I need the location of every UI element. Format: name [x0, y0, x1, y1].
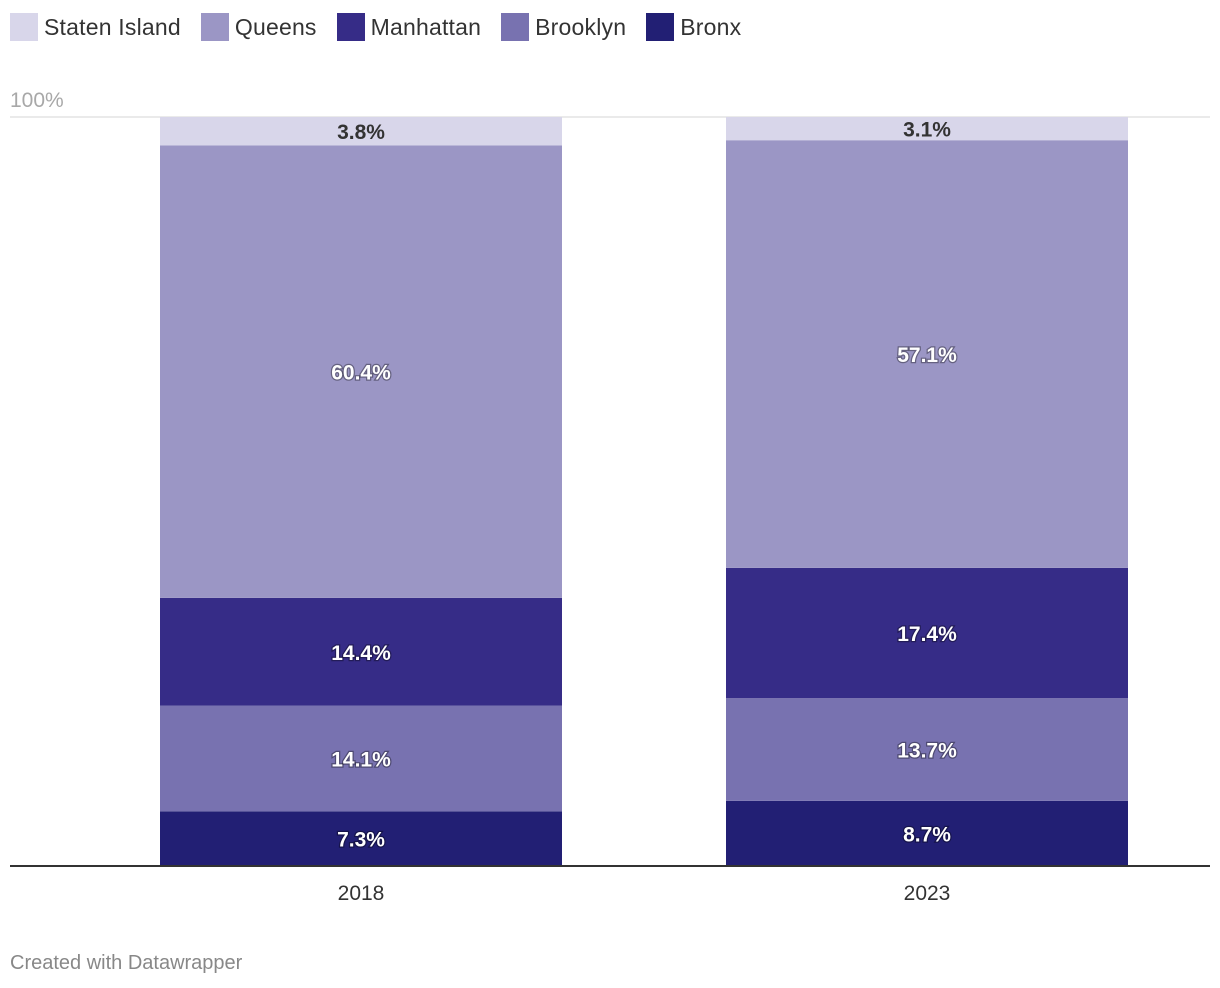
legend-swatch: [336, 13, 365, 41]
legend-item-staten-island: Staten Island: [10, 13, 181, 41]
legend-item-manhattan: Manhattan: [336, 13, 482, 41]
data-label-brooklyn-2023: 13.7%: [897, 740, 957, 763]
bar-segment-staten-island-2023: [726, 117, 1128, 141]
data-label-bronx-2023: 8.7%: [903, 823, 951, 846]
gridline-label: 100%: [10, 89, 64, 112]
bar-segment-queens-2018: [160, 145, 562, 598]
data-label-bronx-2018: 7.3%: [337, 829, 385, 852]
legend-label: Manhattan: [370, 13, 482, 40]
data-label-manhattan-2018: 14.4%: [331, 642, 391, 665]
data-label-staten-island-2023: 3.1%: [903, 119, 951, 142]
legend-swatch: [200, 13, 229, 41]
data-label-manhattan-2023: 17.4%: [897, 623, 957, 646]
legend-swatch: [646, 13, 675, 41]
x-tick-label-2023: 2023: [904, 882, 951, 905]
bar-segment-manhattan-2018: [160, 597, 562, 706]
legend-label: Staten Island: [44, 13, 181, 40]
legend-label: Queens: [234, 13, 317, 40]
bar-segment-bronx-2023: [726, 800, 1128, 866]
footer-credit: Created with Datawrapper: [10, 952, 243, 974]
bar-segment-bronx-2018: [160, 811, 562, 866]
legend-swatch: [10, 13, 38, 41]
data-label-queens-2023: 57.1%: [897, 344, 957, 367]
legend: Staten Island Queens Manhattan Brooklyn Bron…: [10, 13, 761, 41]
legend-label: Brooklyn: [535, 13, 627, 40]
legend-swatch: [501, 13, 530, 41]
bar-segment-brooklyn-2023: [726, 698, 1128, 801]
bar-segment-brooklyn-2018: [160, 705, 562, 812]
data-label-brooklyn-2018: 14.1%: [331, 749, 391, 772]
legend-item-queens: Queens: [200, 13, 317, 41]
bar-segment-staten-island-2018: [160, 117, 562, 146]
bar-segment-queens-2023: [726, 140, 1128, 568]
bar-segment-manhattan-2023: [726, 567, 1128, 699]
legend-item-bronx: Bronx: [646, 13, 741, 41]
legend-item-brooklyn: Brooklyn: [501, 13, 626, 41]
data-label-queens-2018: 60.4%: [331, 362, 391, 385]
data-label-staten-island-2018: 3.8%: [337, 121, 385, 144]
stacked-bar-chart: 100% 7.3% 14.1% 14.4% 60.4% 3.8% 2018 8.7% 13.7%…: [10, 89, 1210, 905]
legend-label: Bronx: [680, 13, 742, 40]
x-tick-label-2018: 2018: [338, 882, 385, 905]
